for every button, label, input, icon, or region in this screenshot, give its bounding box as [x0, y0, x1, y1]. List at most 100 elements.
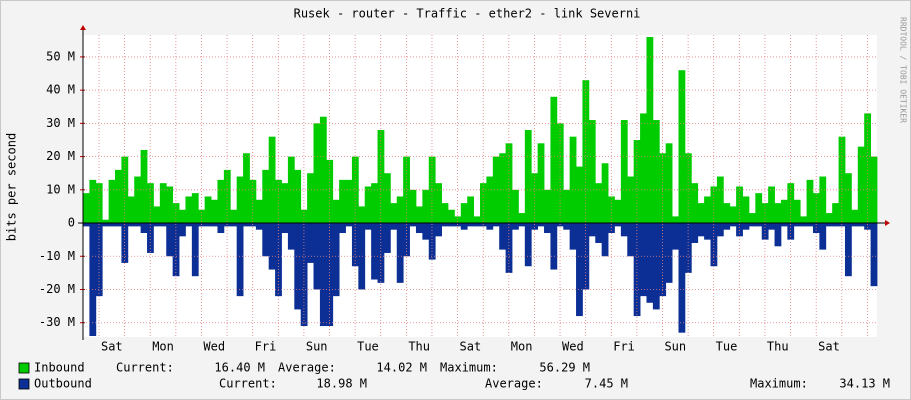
area-step	[166, 223, 174, 257]
area-step	[127, 223, 135, 227]
y-axis-label: bits per second	[5, 133, 19, 241]
area-step	[102, 223, 110, 227]
area-step	[774, 223, 782, 247]
area-step	[627, 176, 635, 224]
area-step	[422, 189, 430, 224]
legend-stat-label: Average:	[278, 361, 336, 375]
area-step	[473, 216, 481, 224]
area-step	[415, 223, 423, 234]
area-step	[825, 223, 833, 227]
area-step	[812, 193, 820, 224]
area-step	[518, 223, 526, 227]
area-step	[672, 223, 679, 250]
area-step	[608, 223, 615, 234]
area-step	[659, 223, 667, 297]
area-step	[294, 169, 302, 224]
legend-stat-label: Maximum:	[750, 377, 808, 391]
area-step	[576, 166, 583, 224]
area-step	[761, 223, 769, 240]
area-step	[505, 143, 513, 224]
area-step	[486, 176, 494, 224]
area-step	[531, 173, 539, 224]
area-step	[620, 120, 628, 224]
area-step	[447, 223, 455, 227]
area-step	[544, 223, 551, 234]
area-step	[857, 223, 865, 227]
area-step	[780, 223, 788, 227]
area-step	[716, 223, 724, 237]
area-step	[646, 36, 654, 224]
y-tick-label: 20 M	[46, 149, 75, 163]
area-step	[428, 223, 436, 260]
area-step	[115, 223, 122, 227]
y-axis-arrow	[80, 25, 86, 30]
area-step	[518, 213, 526, 224]
area-step	[467, 196, 474, 224]
area-step	[441, 223, 449, 227]
area-step	[307, 173, 314, 224]
area-step	[486, 223, 494, 230]
area-step	[351, 156, 359, 224]
legend-stat-label: Average:	[485, 377, 543, 391]
x-tick-label: Sun	[664, 340, 686, 354]
area-step	[652, 120, 660, 224]
area-step	[646, 223, 654, 303]
area-step	[844, 173, 852, 224]
area-step	[230, 223, 238, 227]
area-step	[83, 193, 90, 224]
area-step	[704, 196, 711, 224]
area-step	[697, 223, 705, 237]
area-step	[313, 223, 321, 290]
area-step	[153, 223, 161, 227]
legend-stat-value: 14.02 M	[376, 361, 427, 375]
area-step	[339, 179, 346, 224]
area-step	[710, 223, 718, 267]
area-step	[601, 163, 609, 224]
area-step	[569, 223, 577, 250]
area-step	[755, 223, 763, 227]
area-step	[492, 223, 500, 227]
area-step	[640, 113, 647, 224]
area-step	[236, 223, 244, 297]
area-step	[576, 223, 583, 317]
x-tick-label: Fri	[255, 340, 277, 354]
area-step	[89, 179, 97, 224]
area-step	[524, 223, 532, 267]
y-tick-label: 10 M	[46, 182, 75, 196]
area-step	[294, 223, 302, 310]
area-step	[159, 183, 167, 224]
area-step	[147, 223, 154, 253]
y-tick-label: -30 M	[39, 315, 75, 329]
area-step	[166, 186, 174, 224]
area-step	[723, 203, 731, 224]
area-step	[755, 193, 763, 224]
area-step	[633, 139, 641, 224]
area-step	[595, 183, 603, 224]
legend-stat-value: 34.13 M	[839, 377, 890, 391]
area-step	[582, 80, 590, 224]
area-step	[204, 196, 212, 224]
area-step	[191, 223, 199, 277]
area-step	[812, 223, 820, 234]
legend-stat-value: 56.29 M	[539, 361, 590, 375]
area-step	[588, 120, 596, 224]
area-step	[287, 156, 295, 224]
area-step	[153, 206, 161, 224]
area-step	[191, 193, 199, 224]
area-step	[396, 196, 404, 224]
area-step	[89, 223, 97, 337]
area-step	[428, 156, 436, 224]
area-step	[857, 146, 865, 224]
area-step	[319, 116, 327, 224]
x-tick-label: Sun	[306, 340, 328, 354]
area-step	[819, 176, 827, 224]
area-step	[537, 143, 545, 224]
x-tick-label: Mon	[152, 340, 174, 354]
area-step	[108, 223, 116, 227]
area-step	[172, 203, 180, 224]
area-step	[531, 223, 539, 230]
area-step	[665, 223, 673, 283]
area-step	[704, 223, 711, 240]
area-step	[806, 223, 814, 227]
